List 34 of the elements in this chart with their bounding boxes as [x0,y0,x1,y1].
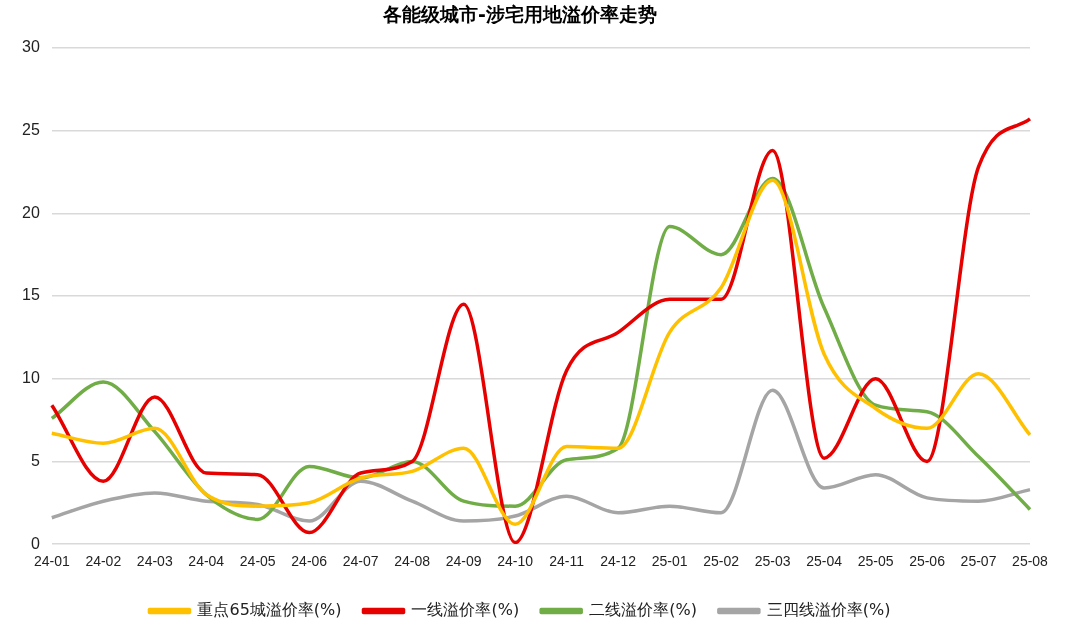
y-tick-label: 30 [22,38,40,56]
x-tick-label: 24-12 [600,553,637,570]
x-tick-label: 24-03 [136,553,173,570]
line-series [50,117,1032,545]
x-tick-label: 25-06 [909,553,946,570]
x-tick-label: 24-04 [188,553,225,570]
chart-title: 各能级城市-涉宅用地溢价率走势 [382,3,657,26]
x-tick-label: 25-03 [754,553,791,570]
y-tick-label: 10 [22,369,40,387]
x-tick-label: 25-02 [703,553,740,570]
x-tick-label: 25-04 [806,553,843,570]
x-tick-label: 24-11 [549,553,585,570]
y-tick-label: 25 [22,120,40,138]
legend-label: 三四线溢价率(%) [766,600,891,620]
y-tick-label: 15 [22,286,40,304]
x-tick-label: 24-02 [85,553,122,570]
line-series [50,388,1032,523]
x-tick-label: 25-01 [651,553,688,570]
legend-label: 重点65城溢价率(%) [197,600,342,620]
x-tick-label: 24-09 [445,553,482,570]
y-tick-label: 5 [30,451,40,469]
x-tick-label: 24-08 [394,553,431,570]
x-tick-label: 24-07 [342,553,379,570]
y-tick-label: 20 [22,203,40,221]
x-tick-label: 24-05 [239,553,276,570]
x-tick-label: 25-08 [1012,553,1049,570]
x-tick-label: 24-06 [291,553,328,570]
x-tick-label: 25-07 [960,553,997,570]
x-tick-label: 24-01 [33,553,70,570]
legend-label: 一线溢价率(%) [411,600,520,620]
x-tick-label: 25-05 [857,553,894,570]
legend-label: 二线溢价率(%) [589,600,697,620]
y-tick-label: 0 [30,534,40,552]
x-tick-label: 24-10 [497,553,534,570]
